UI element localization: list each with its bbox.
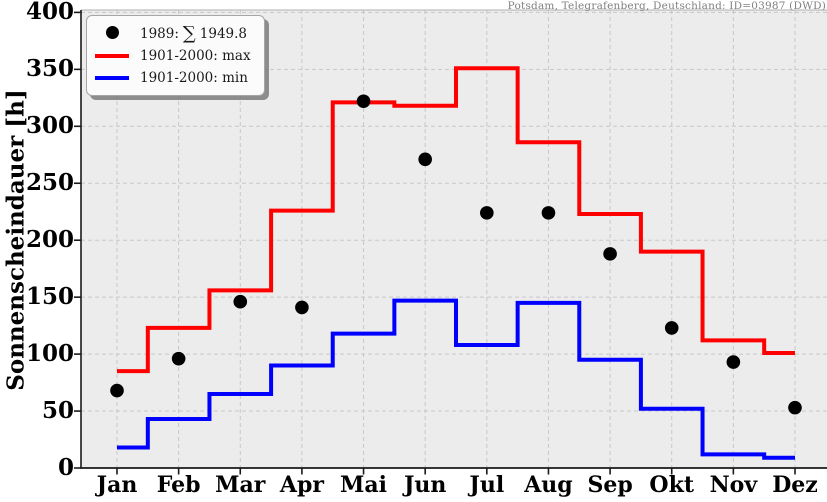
- y-tick-label: 300: [25, 112, 74, 140]
- y-tick-label: 0: [57, 454, 74, 481]
- y-tick-label: 200: [25, 226, 74, 254]
- x-tick-label: Jun: [403, 472, 447, 498]
- x-tick-label: Jan: [96, 472, 138, 498]
- sum-symbol-icon: ∑: [182, 23, 196, 44]
- legend-label-min: 1901-2000: min: [140, 70, 248, 86]
- max-line-swatch-icon: [95, 54, 129, 58]
- x-tick-label: Okt: [649, 472, 694, 498]
- chart-legend: 1989: ∑ 1949.8 1901-2000: max 1901-2000: m…: [86, 15, 265, 96]
- legend-label-1989: 1989: ∑ 1949.8: [140, 23, 248, 44]
- legend-label-max: 1901-2000: max: [140, 48, 251, 64]
- x-tick-label: Mar: [215, 472, 266, 498]
- legend-item-min: 1901-2000: min: [95, 67, 251, 89]
- x-tick-label: Nov: [709, 472, 758, 498]
- y-tick-label: 350: [25, 55, 74, 83]
- legend-item-max: 1901-2000: max: [95, 45, 251, 67]
- x-tick-label: Mai: [340, 472, 388, 498]
- y-tick-label: 100: [25, 340, 74, 368]
- y-tick-label: 400: [25, 0, 74, 26]
- y-tick-label: 250: [25, 169, 74, 197]
- y-tick-label: 50: [41, 397, 74, 425]
- x-tick-label: Jul: [469, 472, 505, 498]
- x-tick-label: Dez: [772, 472, 818, 498]
- x-tick-label: Feb: [156, 472, 201, 498]
- scatter-dot-marker-icon: [95, 26, 129, 39]
- legend-item-1989: 1989: ∑ 1949.8: [95, 20, 251, 45]
- x-tick-label: Apr: [279, 472, 324, 498]
- x-tick-label: Sep: [587, 472, 633, 498]
- station-annotation: Potsdam, Telegrafenberg, Deutschland: ID…: [507, 0, 826, 12]
- y-tick-label: 150: [25, 283, 74, 311]
- min-line-swatch-icon: [95, 76, 129, 80]
- x-tick-label: Aug: [524, 472, 573, 498]
